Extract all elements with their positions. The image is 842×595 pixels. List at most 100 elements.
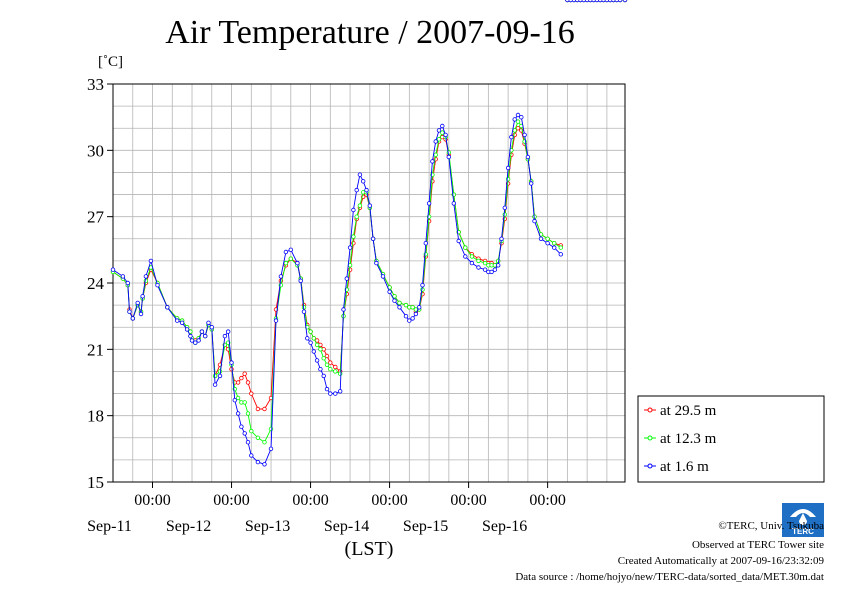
data-point [525, 154, 531, 160]
data-point [143, 274, 149, 279]
data-point [522, 132, 527, 138]
data-point [333, 369, 338, 374]
data-point [456, 238, 461, 244]
data-point [440, 123, 445, 129]
data-point [515, 125, 521, 131]
data-point [568, 0, 573, 3]
data-point [397, 305, 402, 310]
data-point [324, 362, 330, 367]
x-tick-date-label: Sep-15 [403, 518, 448, 535]
data-point [262, 462, 267, 467]
data-point [324, 386, 330, 392]
data-point [338, 371, 343, 376]
data-point [403, 314, 409, 319]
data-point [110, 267, 116, 272]
data-point [433, 152, 438, 157]
data-point [558, 245, 563, 250]
data-point [308, 329, 313, 334]
data-point [321, 373, 326, 379]
data-point [138, 311, 144, 317]
data-point [505, 165, 511, 171]
data-point [581, 0, 586, 3]
data-point [225, 329, 231, 334]
data-point [242, 400, 247, 405]
data-point [357, 172, 363, 177]
data-point [598, 0, 603, 3]
terc-logo: TERC [782, 503, 824, 537]
legend-label: at 1.6 m [660, 459, 709, 475]
data-point [341, 307, 346, 312]
data-point [436, 128, 442, 133]
data-point [515, 119, 521, 124]
y-tick-label: 15 [87, 473, 104, 492]
data-point [347, 245, 353, 250]
y-tick-label: 27 [87, 208, 105, 227]
data-point [361, 179, 366, 184]
data-point [354, 214, 359, 219]
data-point [407, 318, 412, 323]
data-point [120, 274, 126, 279]
data-point [423, 240, 428, 246]
data-point [125, 280, 130, 286]
data-point [321, 356, 326, 361]
x-tick-date-label: Sep-12 [166, 518, 211, 535]
data-point [413, 311, 419, 317]
data-point [222, 333, 228, 339]
data-point [328, 367, 333, 372]
logo-text: TERC [792, 527, 814, 536]
data-point [463, 254, 468, 259]
data-point [476, 265, 481, 270]
data-point [588, 0, 593, 3]
data-point [571, 0, 577, 3]
data-point [499, 236, 504, 241]
data-point [165, 305, 170, 310]
data-point [179, 320, 185, 325]
x-axis-label: (LST) [345, 538, 394, 560]
data-point [305, 336, 310, 341]
data-point [512, 117, 517, 122]
data-point [426, 201, 432, 206]
data-point [446, 154, 451, 160]
y-tick-label: 21 [87, 340, 104, 359]
data-point [482, 267, 488, 272]
data-point [249, 391, 254, 396]
data-point [392, 298, 397, 303]
data-point [245, 411, 251, 416]
data-point [196, 338, 201, 343]
data-point [387, 289, 392, 294]
x-tick-date-label: Sep-14 [324, 518, 369, 535]
data-point [249, 453, 254, 458]
data-point [314, 358, 320, 363]
data-point [273, 318, 279, 323]
data-point [608, 0, 613, 3]
y-tick-label: 18 [87, 407, 104, 426]
y-tick-label: 24 [87, 274, 105, 293]
data-point [206, 320, 211, 325]
data-point [344, 276, 349, 281]
data-point [591, 0, 596, 3]
data-point [433, 139, 438, 144]
data-point [174, 318, 180, 323]
data-point [364, 187, 369, 193]
data-point [283, 249, 289, 255]
data-point [314, 342, 320, 348]
data-point [594, 0, 600, 3]
x-tick-time-label: 00:00 [213, 492, 249, 509]
data-point [469, 254, 475, 259]
data-point [262, 406, 267, 412]
data-point [333, 391, 338, 396]
data-point [451, 201, 456, 206]
y-axis-unit: [˚C] [98, 54, 123, 70]
data-point [268, 446, 274, 451]
data-point [232, 398, 237, 403]
x-tick-date-label: Sep-11 [87, 518, 132, 535]
data-point [288, 256, 293, 261]
legend-marker [647, 407, 653, 413]
data-point [380, 274, 386, 279]
data-point [229, 360, 234, 365]
data-point [239, 375, 244, 381]
data-point [242, 431, 247, 436]
data-point [283, 260, 289, 266]
data-point [347, 263, 353, 268]
